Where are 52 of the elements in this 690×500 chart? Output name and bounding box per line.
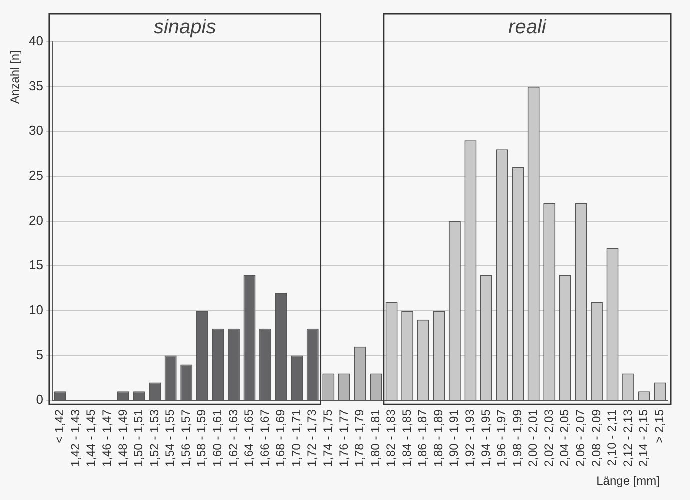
x-tick-label: 2,04 - 2,05 — [558, 409, 572, 467]
x-axis-title: Länge [mm] — [596, 474, 660, 488]
y-tick-label: 0 — [36, 392, 44, 408]
x-tick-label: 1,44 - 1,45 — [84, 409, 98, 467]
y-tick-label: 10 — [28, 302, 44, 318]
x-tick-label: 1,42 - 1,43 — [68, 409, 82, 467]
x-tick-label: < 1,42 — [52, 409, 67, 444]
x-tick-label: 1,98 - 1,99 — [510, 409, 524, 467]
y-tick-label: 15 — [28, 258, 44, 273]
x-tick-label: 1,84 - 1,85 — [400, 409, 414, 467]
y-tick-label: 5 — [36, 347, 44, 362]
x-tick-label: 1,76 - 1,77 — [336, 409, 351, 467]
y-tick-label: 25 — [28, 168, 44, 184]
x-tick-label: 1,82 - 1,83 — [384, 409, 398, 467]
x-tick-label: 1,90 - 1,91 — [447, 409, 462, 467]
text: sinapis — [154, 16, 216, 39]
x-tick-label: 1,64 - 1,65 — [242, 409, 256, 467]
y-tick-label: 30 — [28, 123, 44, 138]
y-tick-label: 40 — [28, 34, 44, 49]
x-tick-label: 1,56 - 1,57 — [178, 409, 193, 467]
x-tick-label: 1,80 - 1,81 — [368, 409, 382, 467]
x-tick-label: 2,02 - 2,03 — [542, 409, 556, 467]
x-tick-label: 1,48 - 1,49 — [116, 409, 130, 467]
y-tick-label: 20 — [28, 212, 44, 228]
x-tick-label: 1,58 - 1,59 — [194, 409, 209, 467]
x-tick-label: 1,70 - 1,71 — [289, 409, 304, 467]
text: reali — [508, 16, 547, 39]
x-tick-label: 1,78 - 1,79 — [352, 409, 367, 467]
y-axis-title: Anzahl [n] — [8, 50, 22, 104]
x-tick-label: 2,10 - 2,11 — [605, 409, 620, 466]
x-tick-label: 2,08 - 2,09 — [589, 409, 604, 467]
x-tick-label: 1,52 - 1,53 — [147, 409, 162, 467]
x-tick-label: 1,96 - 1,97 — [494, 409, 509, 467]
y-tick-label: 35 — [28, 78, 44, 94]
x-tick-label: 2,14 - 2,15 — [636, 409, 651, 467]
x-tick-label: 1,60 - 1,61 — [210, 409, 224, 467]
x-tick-label: 1,54 - 1,55 — [163, 409, 178, 467]
x-tick-label: 1,72 - 1,73 — [305, 409, 320, 467]
x-tick-label: 1,66 - 1,67 — [258, 409, 272, 467]
x-tick-label: 1,94 - 1,95 — [478, 409, 493, 467]
x-tick-label: 1,88 - 1,89 — [431, 409, 446, 467]
x-tick-label: 1,50 - 1,51 — [132, 409, 146, 467]
x-tick-label: 2,00 - 2,01 — [526, 409, 540, 467]
x-tick-label: > 2,15 — [652, 409, 666, 444]
x-tick-label: 1,62 - 1,63 — [226, 409, 240, 467]
x-tick-label: 1,86 - 1,87 — [416, 409, 430, 467]
x-tick-label: 1,92 - 1,93 — [463, 409, 478, 467]
x-tick-label: 1,74 - 1,75 — [320, 409, 335, 467]
x-tick-label: 2,12 - 2,13 — [620, 409, 635, 467]
x-tick-label: 1,68 - 1,69 — [274, 409, 288, 467]
x-tick-label: 1,46 - 1,47 — [100, 409, 114, 467]
x-tick-label: 2,06 - 2,07 — [574, 409, 588, 467]
